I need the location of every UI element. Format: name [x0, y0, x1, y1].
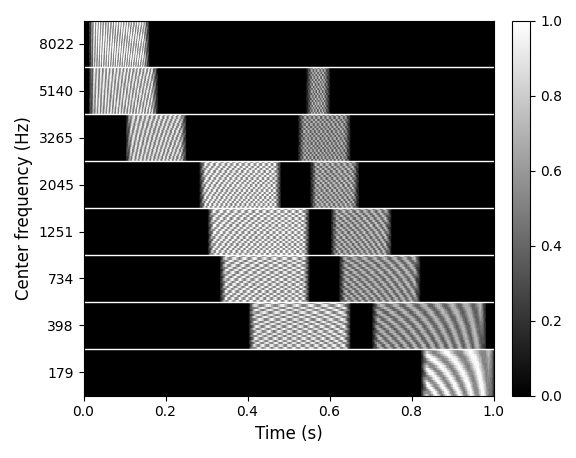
X-axis label: Time (s): Time (s) [255, 425, 323, 443]
Y-axis label: Center frequency (Hz): Center frequency (Hz) [15, 116, 33, 300]
